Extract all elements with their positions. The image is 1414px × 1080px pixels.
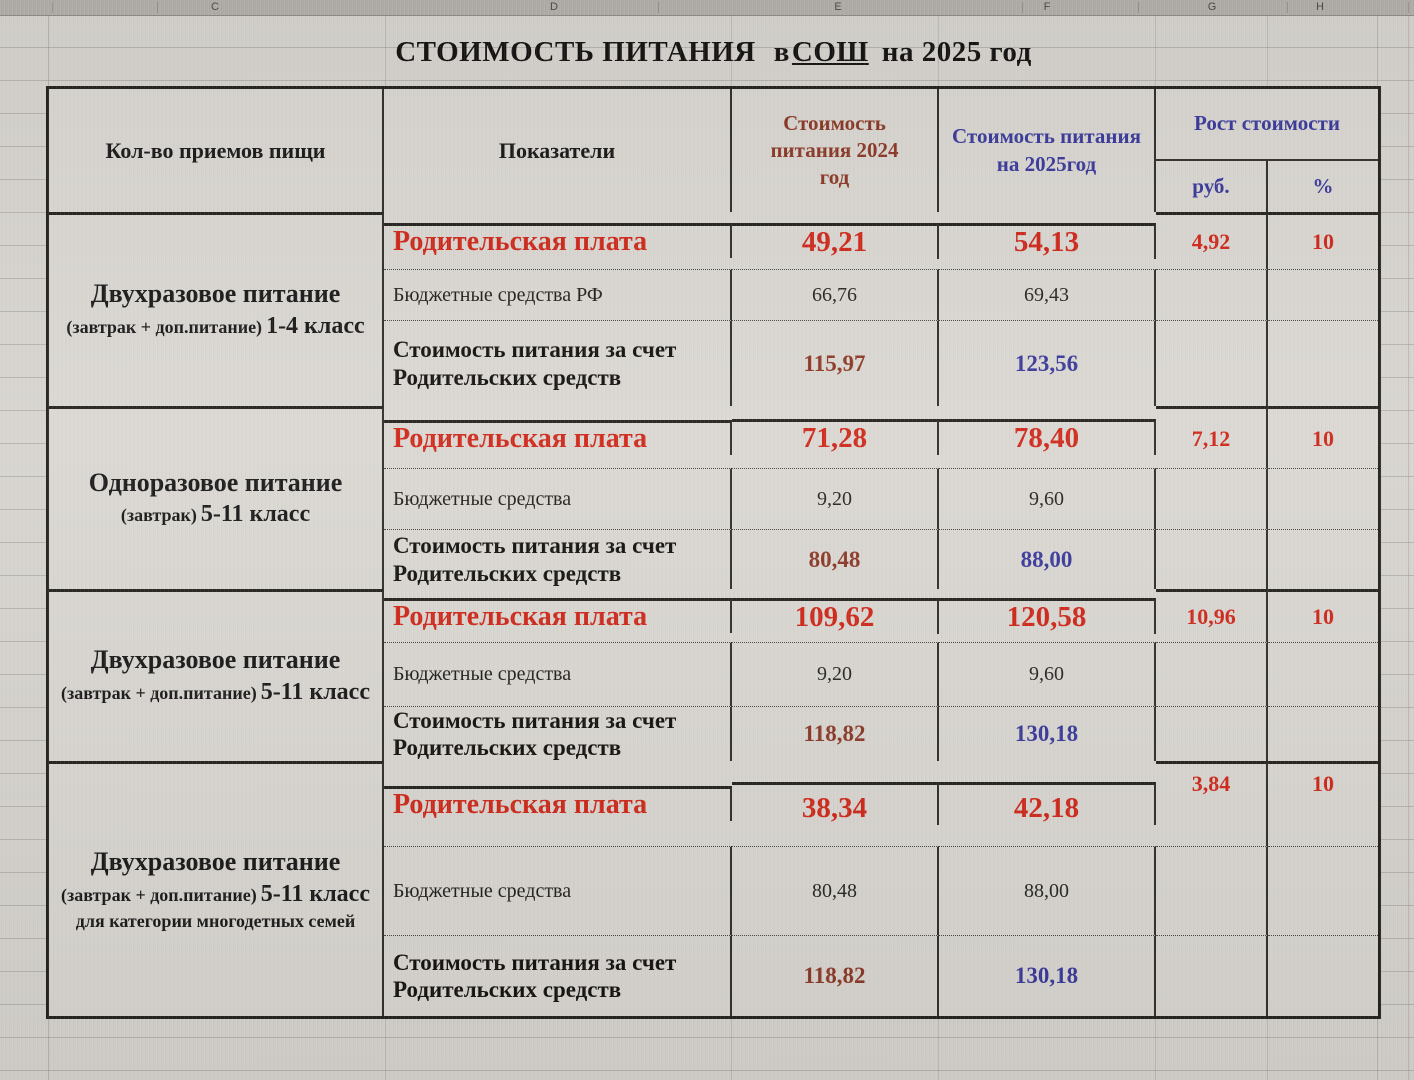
value-2024-cell[interactable]: 71,28	[732, 419, 939, 455]
growth-percent-cell[interactable]	[1268, 468, 1378, 529]
value-2025-cell[interactable]: 88,00	[939, 529, 1156, 589]
indicator-cell[interactable]: Родительская плата	[384, 598, 732, 633]
growth-percent-cell[interactable]	[1268, 935, 1378, 1016]
value-2024-cell[interactable]: 49,21	[732, 222, 939, 259]
column-separator	[1408, 2, 1409, 13]
value-2024-cell[interactable]: 118,82	[732, 706, 939, 761]
value-2025-cell[interactable]: 130,18	[939, 706, 1156, 761]
title-mid: в	[773, 36, 790, 68]
column-separator	[1022, 2, 1023, 13]
growth-rub-cell[interactable]: 4,92	[1156, 212, 1268, 269]
meal-type-cell[interactable]: Двухразовое питание (завтрак + доп.питан…	[49, 761, 384, 1016]
indicator-cell[interactable]: Бюджетные средства	[384, 846, 732, 935]
title-year: на 2025 год	[881, 36, 1032, 68]
value-2024-cell[interactable]: 80,48	[732, 529, 939, 589]
column-separator	[1138, 2, 1139, 13]
column-letter-g[interactable]: G	[1207, 1, 1217, 13]
column-separator	[52, 2, 53, 13]
value-2024-cell[interactable]: 38,34	[732, 782, 939, 825]
growth-percent-cell[interactable]	[1268, 846, 1378, 935]
header-cost-2024[interactable]: Стоимость питания 2024 год	[732, 89, 939, 212]
title-school: СОШ	[791, 36, 869, 68]
column-separator	[658, 2, 659, 13]
indicator-cell[interactable]: Стоимость питания за счет Родительских с…	[384, 320, 732, 406]
growth-rub-cell[interactable]	[1156, 320, 1268, 406]
value-2024-cell[interactable]: 80,48	[732, 846, 939, 935]
growth-rub-cell[interactable]	[1156, 269, 1268, 320]
title-main: СТОИМОСТЬ ПИТАНИЯ	[395, 36, 756, 68]
header-cost-growth[interactable]: Рост стоимости	[1194, 111, 1340, 136]
header-growth-rub[interactable]: руб.	[1156, 159, 1268, 212]
meal-type-cell[interactable]: Двухразовое питание (завтрак + доп.питан…	[49, 212, 384, 406]
value-2025-cell[interactable]: 69,43	[939, 269, 1156, 320]
value-2025-cell[interactable]: 123,56	[939, 320, 1156, 406]
growth-percent-cell[interactable]: 10	[1268, 761, 1378, 846]
cost-table: Кол-во приемов пищи Показатели Стоимость…	[46, 86, 1381, 1019]
column-separator	[1287, 2, 1288, 13]
value-2025-cell[interactable]: 42,18	[939, 782, 1156, 825]
indicator-cell[interactable]: Родительская плата	[384, 419, 732, 455]
value-2024-cell[interactable]: 9,20	[732, 468, 939, 529]
header-cost-2025[interactable]: Стоимость питания на 2025год	[939, 89, 1156, 212]
growth-rub-cell[interactable]: 10,96	[1156, 589, 1268, 642]
value-2025-cell[interactable]: 88,00	[939, 846, 1156, 935]
header-indicators[interactable]: Показатели	[384, 89, 732, 212]
column-letter-h[interactable]: H	[1316, 1, 1324, 13]
growth-percent-cell[interactable]: 10	[1268, 212, 1378, 269]
value-2024-cell[interactable]: 109,62	[732, 597, 939, 634]
header-growth-percent[interactable]: %	[1268, 159, 1378, 212]
indicator-cell[interactable]: Стоимость питания за счет Родительских с…	[384, 935, 732, 1016]
header-meals-count[interactable]: Кол-во приемов пищи	[49, 89, 384, 212]
indicator-cell[interactable]: Родительская плата	[384, 786, 732, 821]
growth-rub-cell[interactable]	[1156, 935, 1268, 1016]
value-2025-cell[interactable]: 54,13	[939, 222, 1156, 259]
growth-percent-cell[interactable]: 10	[1268, 406, 1378, 468]
column-separator	[157, 2, 158, 13]
meal-type-cell[interactable]: Двухразовое питание (завтрак + доп.питан…	[49, 589, 384, 761]
indicator-cell[interactable]: Бюджетные средства	[384, 468, 732, 529]
indicator-cell[interactable]: Стоимость питания за счет Родительских с…	[384, 706, 732, 761]
value-2025-cell[interactable]: 9,60	[939, 642, 1156, 706]
growth-rub-cell[interactable]	[1156, 706, 1268, 761]
column-letter-d[interactable]: D	[550, 1, 558, 13]
sheet-title: СТОИМОСТЬ ПИТАНИЯ вСОШ на 2025 год	[46, 36, 1381, 69]
value-2024-cell[interactable]: 118,82	[732, 935, 939, 1016]
column-letter-e[interactable]: E	[834, 1, 842, 13]
growth-percent-cell[interactable]: 10	[1268, 589, 1378, 642]
growth-percent-cell[interactable]	[1268, 642, 1378, 706]
growth-percent-cell[interactable]	[1268, 269, 1378, 320]
growth-rub-cell[interactable]	[1156, 529, 1268, 589]
growth-percent-cell[interactable]	[1268, 320, 1378, 406]
indicator-cell[interactable]: Стоимость питания за счет Родительских с…	[384, 529, 732, 589]
meal-type-cell[interactable]: Одноразовое питание (завтрак) 5-11 класс	[49, 406, 384, 589]
indicator-cell[interactable]: Бюджетные средства	[384, 642, 732, 706]
growth-percent-cell[interactable]	[1268, 706, 1378, 761]
indicator-cell[interactable]: Родительская плата	[384, 223, 732, 258]
growth-rub-cell[interactable]: 3,84	[1156, 761, 1268, 846]
column-letter-f[interactable]: F	[1043, 1, 1051, 13]
value-2025-cell[interactable]: 9,60	[939, 468, 1156, 529]
value-2024-cell[interactable]: 9,20	[732, 642, 939, 706]
indicator-cell[interactable]: Бюджетные средства РФ	[384, 269, 732, 320]
growth-rub-cell[interactable]	[1156, 642, 1268, 706]
column-letter-c[interactable]: C	[211, 1, 219, 13]
value-2024-cell[interactable]: 66,76	[732, 269, 939, 320]
growth-rub-cell[interactable]	[1156, 846, 1268, 935]
growth-rub-cell[interactable]: 7,12	[1156, 406, 1268, 468]
growth-rub-cell[interactable]	[1156, 468, 1268, 529]
value-2025-cell[interactable]: 120,58	[939, 597, 1156, 634]
value-2024-cell[interactable]: 115,97	[732, 320, 939, 406]
value-2025-cell[interactable]: 78,40	[939, 419, 1156, 455]
growth-percent-cell[interactable]	[1268, 529, 1378, 589]
value-2025-cell[interactable]: 130,18	[939, 935, 1156, 1016]
column-header-strip: C D E F G H	[0, 0, 1414, 16]
